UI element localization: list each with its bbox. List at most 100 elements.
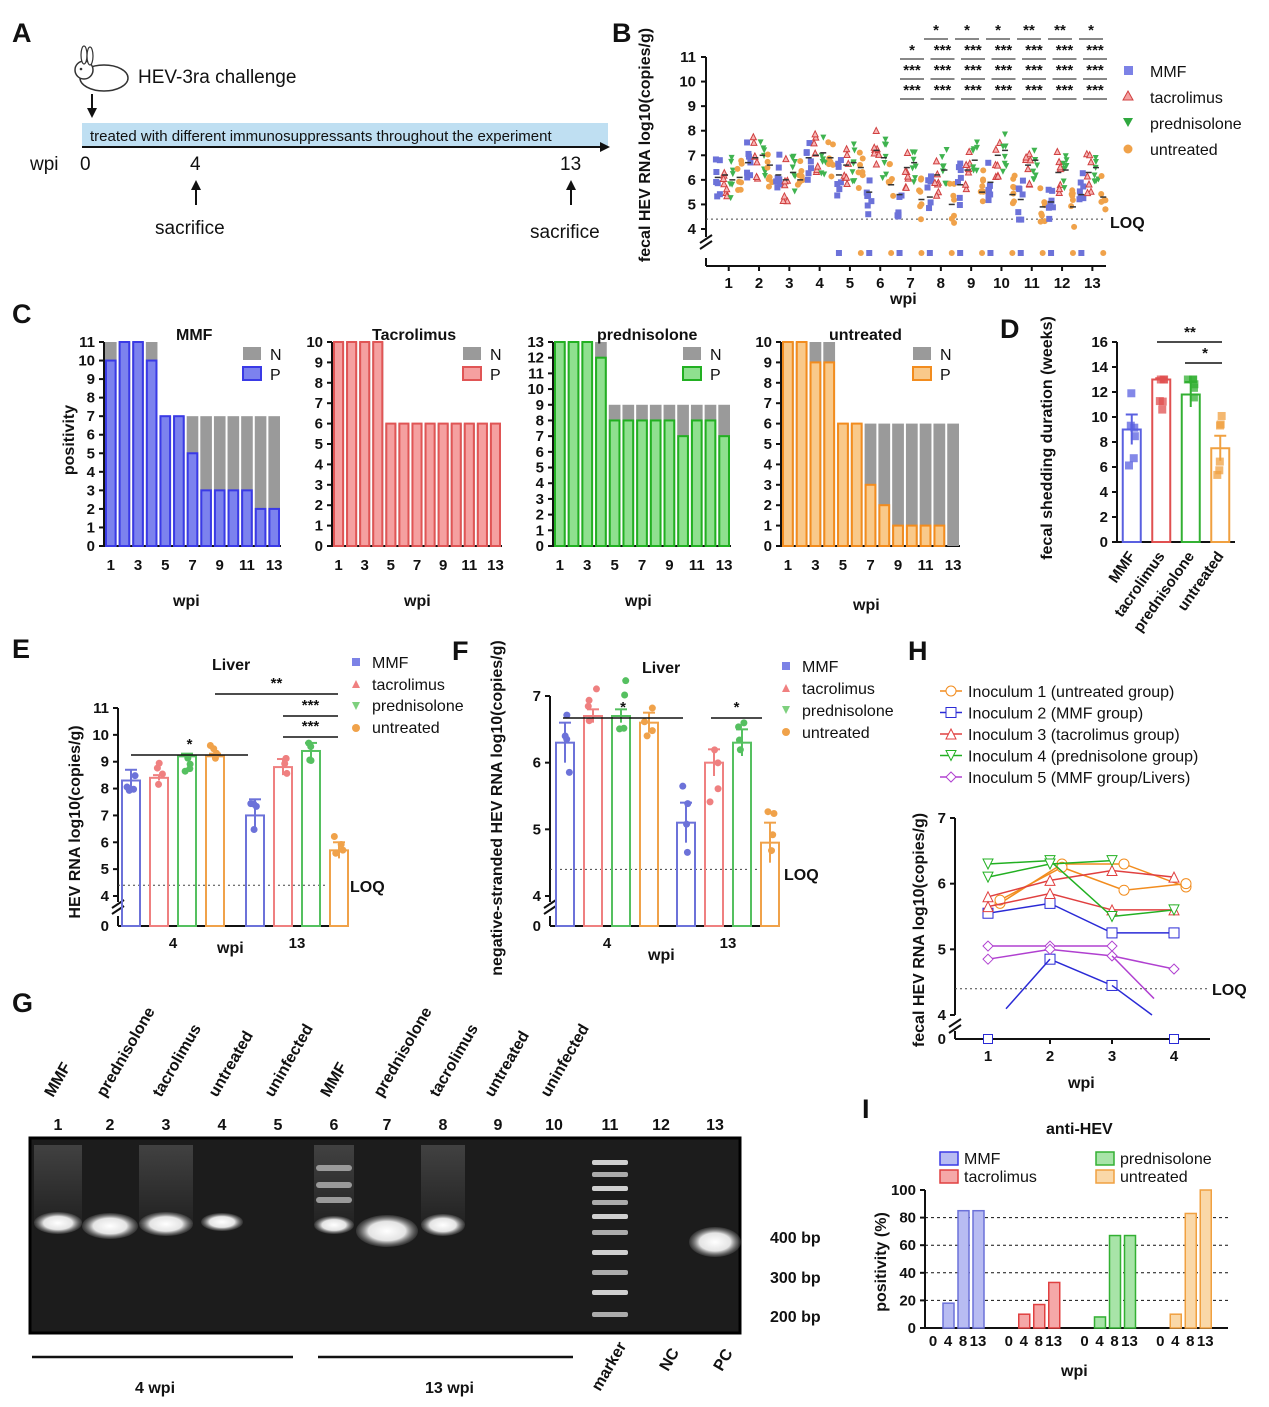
c-y-tick-label: 5 xyxy=(87,445,95,462)
b-point-untreated xyxy=(765,183,772,190)
c-bar-positive xyxy=(145,359,158,547)
d-point xyxy=(1158,397,1167,406)
grp-sig-mark: *** xyxy=(302,697,320,714)
b-point-MMF xyxy=(987,191,994,198)
i-x-tick-label: 13 xyxy=(1045,1333,1062,1350)
d-sig-1: ** xyxy=(1184,324,1196,341)
b-point-MMF xyxy=(926,205,933,212)
gel-lane-number: 6 xyxy=(330,1117,339,1134)
c-y-tick-label: 1 xyxy=(315,518,323,535)
gel-band xyxy=(201,1213,243,1231)
b-significance-mark: * xyxy=(909,42,915,59)
grp-point-MMF xyxy=(250,826,258,834)
b-x-tick-label: 13 xyxy=(1084,275,1101,292)
b-point-tacrolimus xyxy=(753,157,761,166)
panel-label-g: G xyxy=(12,988,33,1018)
b-point-MMF xyxy=(1080,183,1087,190)
b-x-tick-label: 9 xyxy=(967,275,975,292)
b-significance-mark: *** xyxy=(1086,42,1104,59)
h-legend-marker xyxy=(945,771,957,783)
b-point-prednisolone xyxy=(1062,153,1069,160)
grp-point-prednisolone xyxy=(184,754,192,762)
c-bar-positive xyxy=(159,415,172,547)
c-bar-positive xyxy=(118,341,131,547)
grp-point-untreated xyxy=(768,847,776,855)
b-point-tacrolimus xyxy=(870,148,879,157)
b-significance-mark: *** xyxy=(964,62,982,79)
b-point-untreated xyxy=(1069,197,1076,204)
c-bar-negative xyxy=(933,423,946,546)
b-point-prednisolone xyxy=(789,154,796,161)
d-y-tick-label: 0 xyxy=(1100,534,1108,551)
grp-bar-untreated xyxy=(329,849,349,927)
legend-i-tacrolimus-marker xyxy=(939,1169,959,1184)
timeline-tick-0: 0 xyxy=(80,154,91,175)
panel-i-xlabel: wpi xyxy=(1060,1363,1088,1380)
gel-lane-name: tacrolimus xyxy=(150,1021,205,1100)
b-point-untreated xyxy=(1038,212,1045,219)
b-point-tacrolimus xyxy=(1024,164,1032,173)
grp-point-tacrolimus xyxy=(585,696,593,704)
c-y-tick-label: 5 xyxy=(315,436,323,453)
c-y-tick-label: 11 xyxy=(528,365,544,382)
legend-e-tacrolimus: tacrolimus xyxy=(372,677,445,694)
h-axis-break xyxy=(948,1018,962,1034)
h-series-line xyxy=(987,902,1174,934)
b-point-MMF xyxy=(807,158,814,165)
b-neg-point-MMF xyxy=(835,250,842,256)
h-legend-label: Inoculum 3 (tacrolimus group) xyxy=(968,727,1180,744)
c-bar-positive xyxy=(718,435,730,547)
grp-y-tick-label: 4 xyxy=(101,888,110,905)
grp-bar-MMF xyxy=(121,779,141,927)
panel-h: H Inoculum 1 (untreated group) Inoculum 2… xyxy=(908,636,1247,1092)
b-point-tacrolimus xyxy=(1026,155,1035,164)
c-x-tick-label: 7 xyxy=(413,557,421,574)
b-point-tacrolimus xyxy=(842,173,851,181)
b-significance-mark: * xyxy=(933,22,939,39)
c-y-tick-label: 2 xyxy=(87,501,95,518)
c-x-tick-label: 11 xyxy=(239,557,255,574)
panel-c-title-tacrolimus: Tacrolimus xyxy=(372,327,456,344)
sacrifice-arrowhead-4 xyxy=(191,180,201,190)
c-bar-positive xyxy=(213,489,226,548)
i-x-tick-label: 0 xyxy=(1156,1333,1164,1350)
c-y-tick-label: 3 xyxy=(536,491,544,508)
c-y-tick-label: 7 xyxy=(764,395,772,412)
c-bar-positive xyxy=(186,452,199,548)
b-significance-mark: * xyxy=(964,22,970,39)
c-bar-positive xyxy=(105,359,117,547)
b-point-MMF xyxy=(1077,179,1084,186)
grp-sig-mark: ** xyxy=(271,675,283,692)
c-legend-n-label: N xyxy=(710,347,722,364)
c-bar-positive xyxy=(864,483,877,547)
legend-tacrolimus-marker xyxy=(1122,89,1134,101)
b-point-prednisolone xyxy=(910,179,917,186)
legend-mmf-label: MMF xyxy=(1150,64,1187,81)
b-significance-mark: *** xyxy=(1056,82,1074,99)
d-point xyxy=(1183,375,1192,384)
b-point-tacrolimus xyxy=(750,138,758,146)
d-point xyxy=(1215,466,1224,475)
grp-point-prednisolone xyxy=(305,739,313,747)
grp-point-untreated xyxy=(339,846,347,854)
h-series-point xyxy=(1106,940,1118,952)
i-x-tick-label: 13 xyxy=(1121,1333,1138,1350)
b-point-tacrolimus xyxy=(1083,171,1092,180)
panel-f-loq-label: LOQ xyxy=(784,867,819,884)
h-series-point xyxy=(1106,855,1118,867)
b-point-prednisolone xyxy=(1003,163,1010,170)
b-point-prednisolone xyxy=(728,158,735,165)
panel-f-title: Liver xyxy=(642,660,680,677)
b-point-MMF xyxy=(986,182,993,189)
b-point-tacrolimus xyxy=(872,126,881,134)
c-bar-positive xyxy=(850,422,863,548)
panel-h-loq-label: LOQ xyxy=(1212,982,1247,999)
legend-e-mmf: MMF xyxy=(372,655,409,672)
b-point-untreated xyxy=(1102,206,1109,213)
h-legend-label: Inoculum 2 (MMF group) xyxy=(968,706,1143,723)
b-axis-break xyxy=(699,234,713,250)
panel-c-xlabel-tacrolimus: wpi xyxy=(403,593,431,610)
b-y-tick-label: 7 xyxy=(688,147,696,164)
h-x-tick-label: 1 xyxy=(984,1048,992,1065)
